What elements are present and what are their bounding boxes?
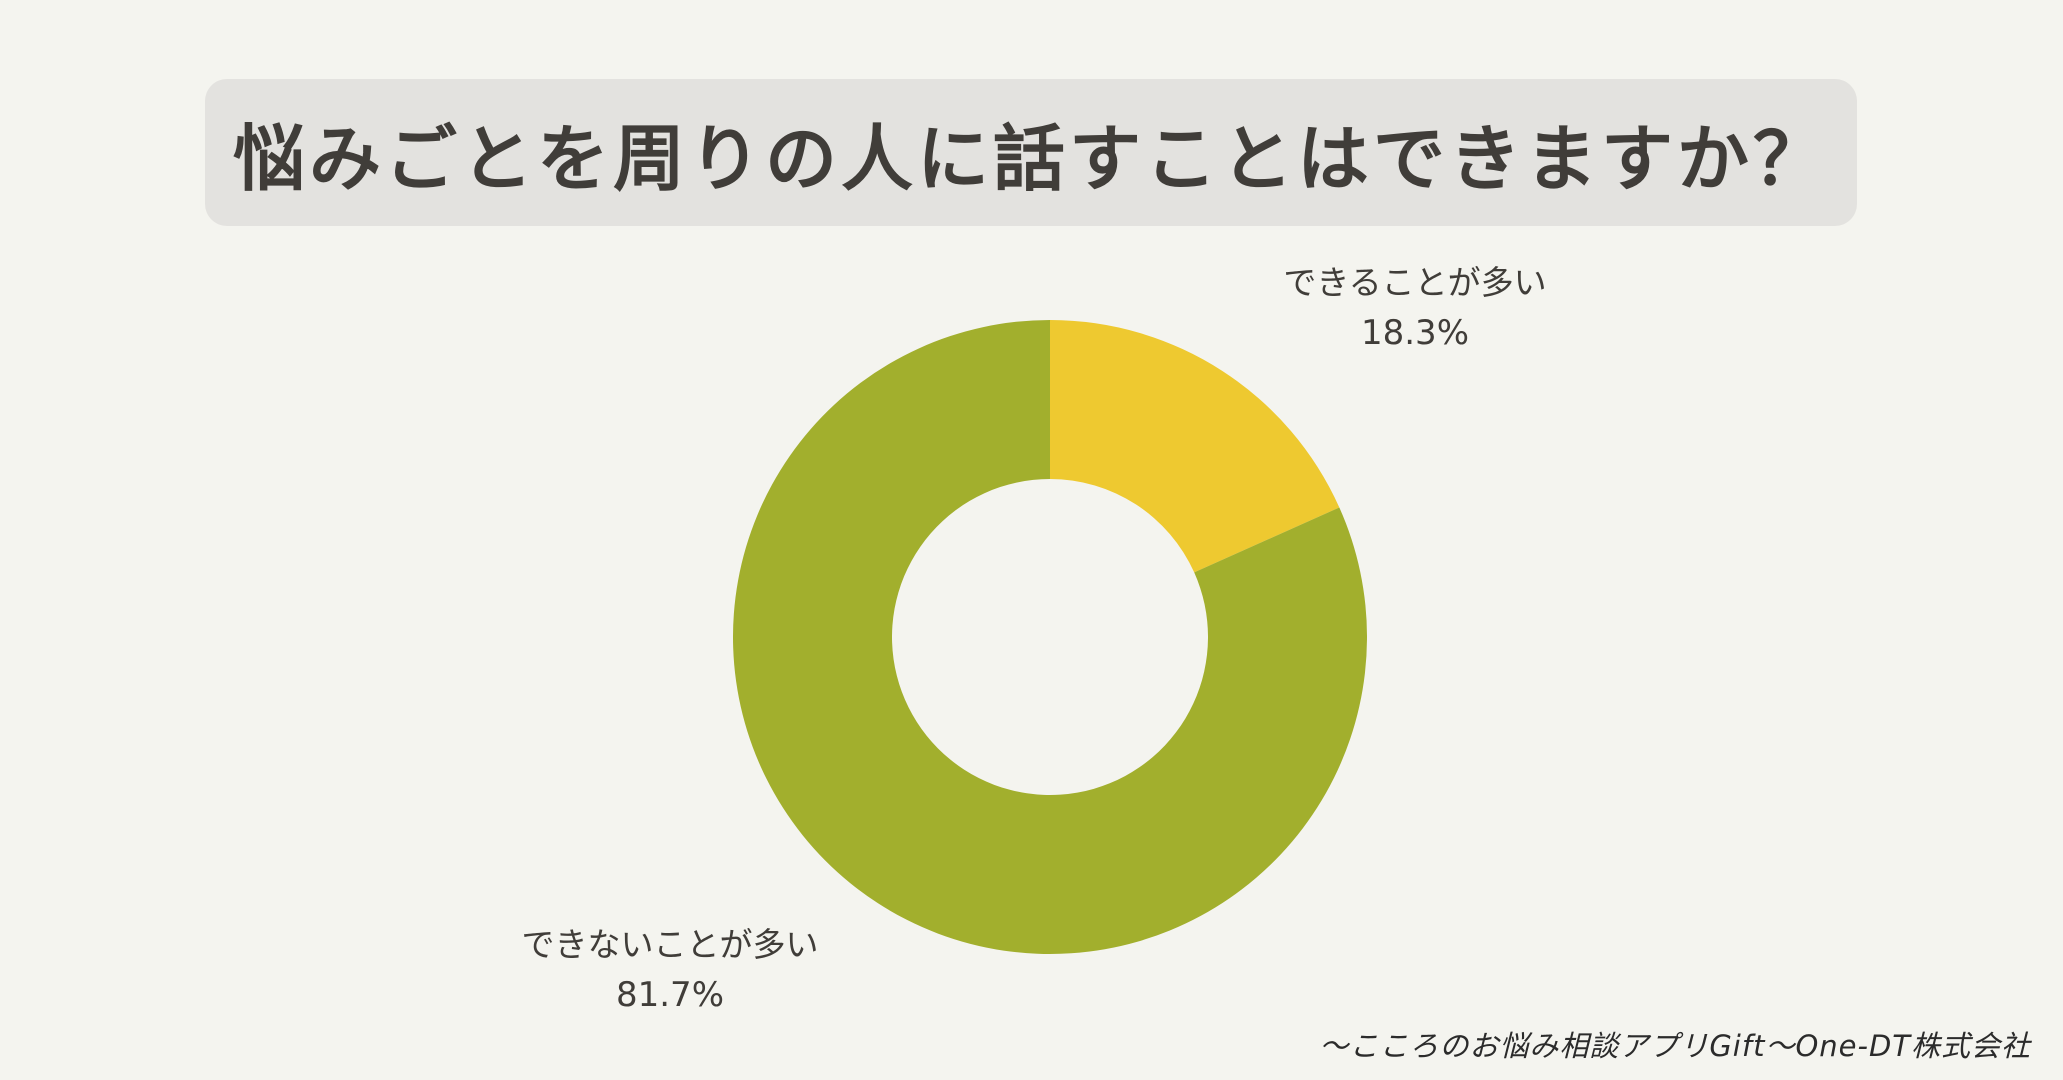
donut-slice xyxy=(733,320,1367,955)
source-credit: 〜こころのお悩み相談アプリGift〜One-DT株式会社 xyxy=(1319,1029,2031,1063)
donut-slice xyxy=(1050,320,1340,573)
slice-label-percent: 18.3% xyxy=(1360,313,1469,353)
slice-label-can: できることが多い 18.3% xyxy=(1245,258,1585,358)
slice-label-percent: 81.7% xyxy=(615,975,724,1015)
title-box: 悩みごとを周りの人に話すことはできますか？ xyxy=(205,79,1857,226)
slice-label-name: できることが多い xyxy=(1283,263,1547,302)
donut-slices xyxy=(733,320,1367,955)
slice-label-cannot: できないことが多い 81.7% xyxy=(470,920,870,1020)
chart-title: 悩みごとを周りの人に話すことはできますか？ xyxy=(232,117,1829,201)
slice-label-name: できないことが多い xyxy=(521,925,819,964)
